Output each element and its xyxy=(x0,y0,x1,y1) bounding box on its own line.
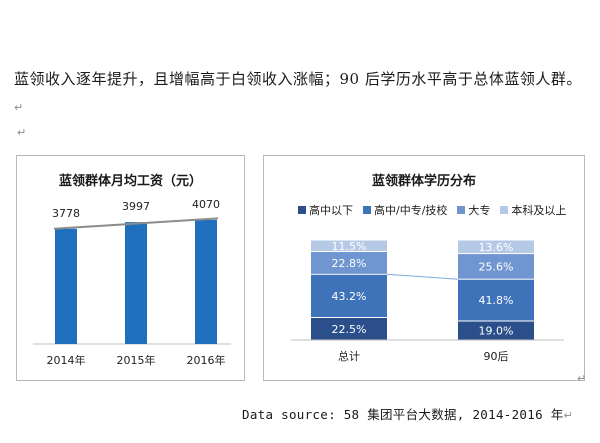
education-data-label: 22.5% xyxy=(332,323,367,336)
legend-item: 高中/中专/技校 xyxy=(363,202,447,218)
salary-bar xyxy=(125,222,147,344)
education-legend: 高中以下 高中/中专/技校 大专 本科及以上 xyxy=(298,202,576,218)
education-bar-segment xyxy=(311,274,387,317)
education-category-label: 总计 xyxy=(338,349,360,363)
education-bar-segment xyxy=(311,252,387,274)
legend-swatch xyxy=(363,206,371,214)
salary-chart-panel: 蓝领群体月均工资（元） 3778 2014年 3997 2015年 4070 2016年 xyxy=(16,155,245,381)
education-data-label: 41.8% xyxy=(479,294,514,307)
education-bar-segment xyxy=(458,254,534,279)
legend-label: 高中以下 xyxy=(309,204,353,217)
legend-label: 本科及以上 xyxy=(511,204,567,217)
salary-data-label: 4070 xyxy=(192,198,220,211)
education-category-label: 90后 xyxy=(484,350,509,363)
legend-item: 高中以下 xyxy=(298,202,353,218)
intro-paragraph: 蓝领收入逐年提升，且增幅高于白领收入涨幅；90 后学历水平高于总体蓝领人群。 ↵ xyxy=(14,66,586,121)
salary-category-label: 2015年 xyxy=(117,353,156,367)
salary-chart: 3778 2014年 3997 2015年 4070 2016年 xyxy=(33,198,231,367)
data-source-note: Data source: 58 集团平台大数据, 2014-2016 年↵ xyxy=(242,404,573,423)
paragraph-mark-icon: ↵ xyxy=(14,101,24,114)
paragraph-mark-icon: ↵ xyxy=(577,372,587,385)
education-data-label: 22.8% xyxy=(332,257,367,270)
salary-chart-title: 蓝领群体月均工资（元） xyxy=(58,174,202,189)
legend-label: 大专 xyxy=(468,204,491,217)
salary-bar xyxy=(195,219,217,344)
salary-data-label: 3997 xyxy=(122,200,150,213)
education-chart-title: 蓝领群体学历分布 xyxy=(371,174,476,189)
legend-label: 高中/中专/技校 xyxy=(374,204,448,217)
paragraph-mark-icon: ↵ xyxy=(563,409,574,422)
education-chart: 22.5% 43.2% 22.8% 11.5% 总计 19.0% 41.8% 25.6% 13.… xyxy=(291,240,564,363)
education-bar-segment xyxy=(311,318,387,340)
legend-item: 本科及以上 xyxy=(500,202,566,218)
legend-swatch xyxy=(298,206,306,214)
education-bar-segment xyxy=(458,321,534,340)
salary-trendline xyxy=(53,217,219,230)
education-data-label: 11.5% xyxy=(332,240,367,253)
legend-swatch xyxy=(500,206,509,214)
legend-swatch xyxy=(457,206,466,214)
education-bar-segment xyxy=(458,240,534,254)
education-data-label: 19.0% xyxy=(479,325,514,338)
salary-data-label: 3778 xyxy=(52,207,80,220)
legend-item: 大专 xyxy=(457,202,490,218)
salary-bar xyxy=(55,228,77,344)
return-mark-icon: ↵ xyxy=(17,126,27,139)
intro-text: 蓝领收入逐年提升，且增幅高于白领收入涨幅；90 后学历水平高于总体蓝领人群。 xyxy=(14,70,582,88)
education-data-label: 43.2% xyxy=(332,290,367,303)
salary-category-label: 2014年 xyxy=(47,353,86,367)
education-data-label: 25.6% xyxy=(479,260,514,273)
education-data-label: 13.6% xyxy=(479,241,514,254)
education-bar-segment xyxy=(458,279,534,321)
education-chart-panel: 蓝领群体学历分布 高中以下 高中/中专/技校 大专 本科及以上 22.5% 43.2% 2… xyxy=(263,155,585,381)
salary-category-label: 2016年 xyxy=(187,353,226,367)
data-source-text: Data source: 58 集团平台大数据, 2014-2016 年 xyxy=(242,407,564,422)
education-bar-segment xyxy=(311,240,387,251)
education-series-line xyxy=(386,273,459,280)
